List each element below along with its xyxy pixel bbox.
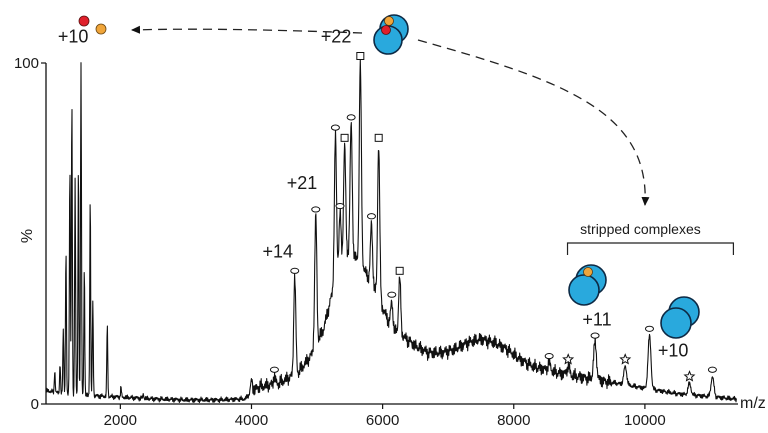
- dashed-arrow-to-stripped: [417, 39, 650, 206]
- square-marker: [356, 52, 365, 60]
- x-axis-title: m/z: [740, 395, 766, 412]
- peak-markers: [269, 52, 717, 382]
- dashed-arrow-to-ligands: [131, 25, 363, 34]
- circle-marker: [644, 325, 654, 332]
- charge-state-label: +21: [287, 173, 318, 193]
- circle-marker: [346, 114, 356, 121]
- circle-marker: [366, 213, 376, 220]
- x-tick-label: 8000: [497, 412, 530, 429]
- star-marker: [562, 353, 575, 365]
- circle-marker: [590, 332, 600, 339]
- circle-marker: [544, 352, 554, 360]
- x-tick-label: 10000: [624, 412, 666, 429]
- circle-marker: [335, 202, 345, 210]
- x-tick-label: 6000: [366, 412, 399, 429]
- charge-state-label: +11: [582, 310, 611, 330]
- circle-marker: [269, 366, 279, 373]
- circle-marker: [387, 291, 397, 298]
- circle-marker: [707, 366, 717, 373]
- y-tick-label: 0: [31, 396, 39, 413]
- charge-state-label: +22: [321, 27, 352, 47]
- star-marker: [619, 353, 632, 365]
- y-tick-label: 100: [14, 55, 39, 72]
- circle-marker: [311, 206, 321, 213]
- y-axis-title: %: [19, 229, 36, 243]
- star-marker: [683, 370, 696, 382]
- charge-state-label: +10: [58, 27, 89, 47]
- square-marker: [395, 266, 404, 275]
- square-marker: [374, 133, 383, 142]
- circle-marker: [290, 267, 300, 274]
- complex-one-ligand-icon: [568, 264, 607, 306]
- x-tick-label: 2000: [104, 412, 137, 429]
- x-tick-label: 4000: [235, 412, 268, 429]
- y-axis-ticks: 0 100: [14, 55, 46, 413]
- circle-marker: [330, 124, 340, 131]
- bracket-label: stripped complexes: [580, 221, 701, 237]
- complex-two-ligands-icon: [373, 14, 409, 55]
- charge-state-label: +14: [262, 241, 293, 261]
- stripped-complexes-bracket: stripped complexes: [566, 221, 735, 255]
- ligand-dots-icon: [78, 15, 107, 35]
- spectrum-trace: [45, 59, 737, 404]
- apo-dimer-icon: [660, 296, 700, 339]
- x-axis-ticks: 2000 4000 6000 8000 10000: [104, 404, 666, 429]
- square-marker: [340, 133, 349, 142]
- charge-state-label: +10: [658, 340, 689, 360]
- charge-state-labels: +10 +22 +21 +14 +11 +10: [58, 27, 688, 361]
